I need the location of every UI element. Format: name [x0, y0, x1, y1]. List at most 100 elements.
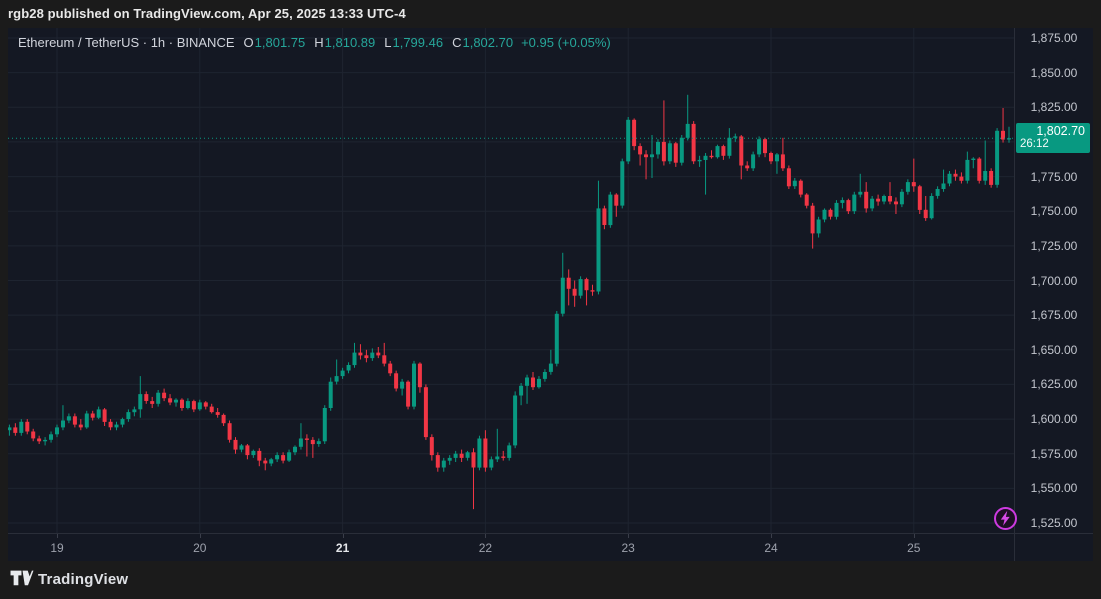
- candle[interactable]: [429, 434, 434, 461]
- candle[interactable]: [55, 424, 59, 438]
- candle[interactable]: [685, 94, 690, 141]
- candle[interactable]: [78, 419, 83, 431]
- candle[interactable]: [941, 169, 946, 192]
- candle[interactable]: [168, 394, 173, 406]
- candle[interactable]: [465, 450, 470, 461]
- candle[interactable]: [691, 121, 696, 165]
- candle[interactable]: [102, 408, 107, 426]
- candle[interactable]: [519, 383, 524, 406]
- candle[interactable]: [566, 269, 571, 306]
- candle[interactable]: [8, 424, 12, 436]
- candle[interactable]: [227, 420, 232, 443]
- candle[interactable]: [798, 179, 803, 198]
- candle[interactable]: [191, 399, 196, 413]
- candle[interactable]: [834, 200, 839, 220]
- candle[interactable]: [358, 344, 363, 360]
- candle[interactable]: [388, 360, 393, 377]
- candle[interactable]: [233, 437, 238, 454]
- candle[interactable]: [929, 193, 934, 220]
- candle[interactable]: [644, 150, 648, 180]
- candle[interactable]: [281, 452, 286, 464]
- candle[interactable]: [816, 216, 821, 238]
- candle[interactable]: [269, 457, 274, 467]
- candle[interactable]: [977, 157, 982, 184]
- candle[interactable]: [144, 391, 149, 404]
- candle[interactable]: [894, 197, 898, 214]
- candle[interactable]: [554, 311, 559, 367]
- candle[interactable]: [96, 406, 101, 420]
- candle[interactable]: [126, 409, 131, 422]
- candle[interactable]: [156, 390, 161, 407]
- candle[interactable]: [995, 128, 1000, 188]
- candle[interactable]: [400, 378, 405, 396]
- candle[interactable]: [19, 419, 24, 436]
- candle[interactable]: [180, 398, 184, 411]
- candle[interactable]: [66, 413, 71, 424]
- candle[interactable]: [316, 438, 321, 447]
- candle[interactable]: [733, 133, 738, 142]
- candle[interactable]: [453, 450, 458, 462]
- candle[interactable]: [352, 342, 357, 368]
- candle[interactable]: [840, 197, 845, 209]
- candle[interactable]: [810, 202, 815, 249]
- candle[interactable]: [542, 369, 547, 382]
- candle[interactable]: [513, 391, 518, 449]
- candle[interactable]: [697, 155, 702, 167]
- candle[interactable]: [423, 384, 428, 440]
- candle[interactable]: [435, 452, 440, 472]
- candle[interactable]: [614, 193, 619, 217]
- candle[interactable]: [870, 196, 875, 212]
- candle[interactable]: [602, 205, 607, 230]
- price-chart-plot[interactable]: Ethereum / TetherUS · 1h · BINANCE O1,801…: [8, 28, 1017, 533]
- candle[interactable]: [239, 444, 244, 453]
- candle[interactable]: [406, 380, 411, 410]
- candle[interactable]: [1007, 126, 1011, 143]
- candle[interactable]: [905, 179, 910, 195]
- candle[interactable]: [37, 435, 42, 444]
- candle[interactable]: [745, 161, 750, 171]
- price-axis[interactable]: 1,802.70 26:12 1,875.00 1,850.00 1,825.00 1…: [1015, 28, 1093, 533]
- tradingview-logo-icon[interactable]: [10, 570, 34, 592]
- candle[interactable]: [471, 448, 476, 510]
- candle[interactable]: [661, 100, 666, 166]
- candle[interactable]: [739, 135, 744, 180]
- candle[interactable]: [108, 419, 113, 431]
- candle[interactable]: [572, 280, 577, 307]
- candle[interactable]: [263, 457, 268, 471]
- candle[interactable]: [382, 342, 387, 367]
- candle[interactable]: [483, 430, 488, 472]
- candle[interactable]: [852, 191, 857, 214]
- candle[interactable]: [626, 117, 631, 165]
- candle[interactable]: [525, 374, 529, 404]
- symbol-title[interactable]: Ethereum / TetherUS · 1h · BINANCE: [18, 35, 235, 50]
- candle[interactable]: [185, 398, 190, 410]
- candle[interactable]: [751, 151, 756, 171]
- candle[interactable]: [489, 456, 494, 471]
- candle[interactable]: [495, 428, 500, 462]
- candle[interactable]: [656, 139, 660, 159]
- candle[interactable]: [769, 151, 773, 165]
- candle[interactable]: [251, 449, 256, 458]
- candle[interactable]: [477, 435, 482, 471]
- candle[interactable]: [507, 442, 512, 461]
- candle[interactable]: [650, 135, 654, 178]
- candle[interactable]: [679, 135, 684, 166]
- candle[interactable]: [287, 449, 292, 462]
- candle[interactable]: [203, 401, 208, 410]
- candle[interactable]: [727, 128, 732, 159]
- candle[interactable]: [412, 360, 416, 410]
- candle[interactable]: [162, 388, 167, 402]
- candle[interactable]: [703, 153, 708, 195]
- candle[interactable]: [114, 421, 119, 431]
- candle[interactable]: [792, 178, 797, 189]
- candle[interactable]: [150, 396, 155, 408]
- candle[interactable]: [370, 348, 375, 361]
- candle[interactable]: [334, 359, 339, 385]
- candle[interactable]: [459, 449, 464, 462]
- candle[interactable]: [31, 428, 36, 442]
- candle[interactable]: [947, 171, 952, 187]
- candle[interactable]: [376, 347, 381, 359]
- candle[interactable]: [221, 413, 226, 427]
- candle[interactable]: [346, 362, 351, 374]
- candle[interactable]: [531, 372, 535, 390]
